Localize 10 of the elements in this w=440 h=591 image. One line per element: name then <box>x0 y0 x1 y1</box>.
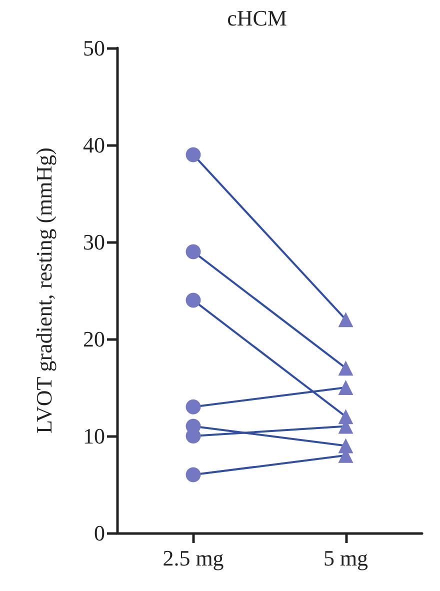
x-tick-label: 2.5 mg <box>162 546 224 570</box>
x-tick-label: 5 mg <box>323 546 368 570</box>
y-tick-label: 10 <box>83 424 105 448</box>
y-tick-label: 0 <box>94 520 105 546</box>
y-tick-label: 30 <box>83 230 105 254</box>
y-axis-title: LVOT gradient, resting (mmHg) <box>32 148 56 434</box>
chart-title: cHCM <box>227 6 287 30</box>
y-tick-label: 40 <box>83 132 105 158</box>
y-tick-label: 20 <box>83 326 105 352</box>
y-tick-label: 50 <box>83 36 105 60</box>
